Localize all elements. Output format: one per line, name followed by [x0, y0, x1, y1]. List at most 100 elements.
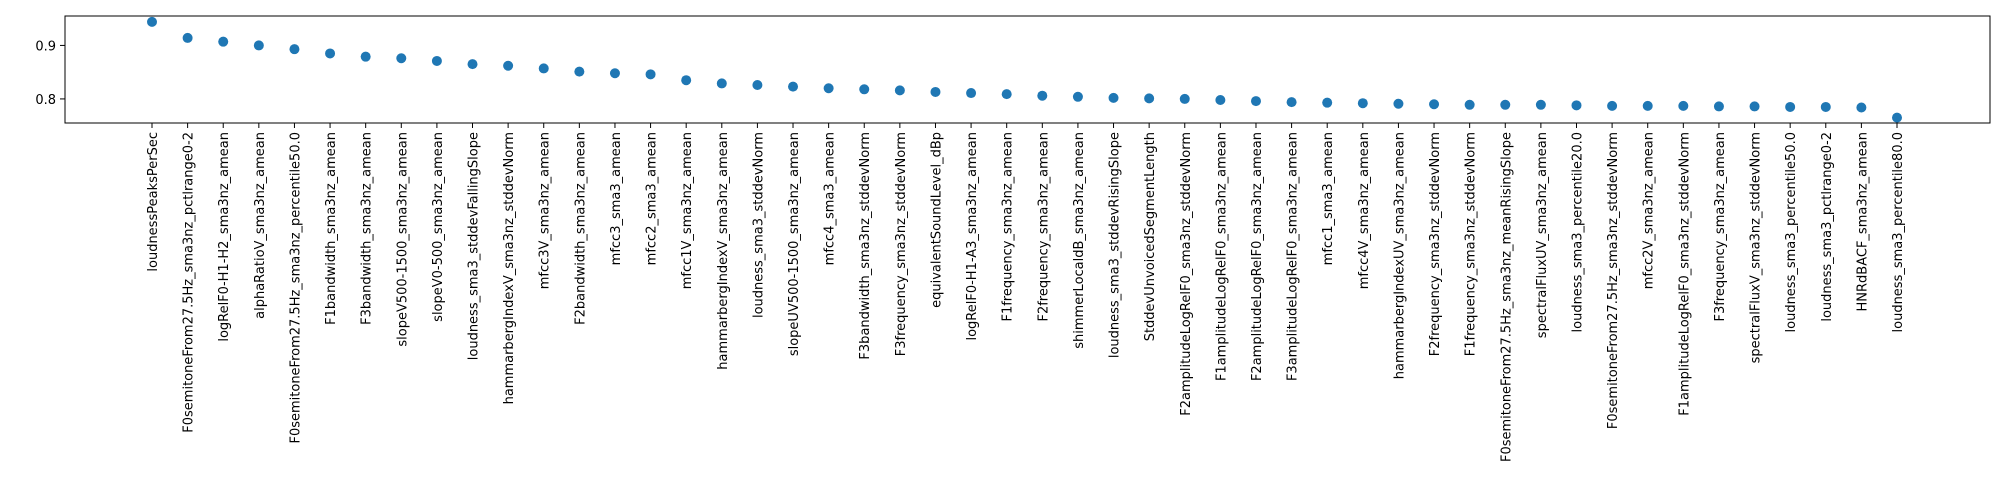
x-tick-label: F2amplitudeLogRelF0_sma3nz_amean [1250, 132, 1265, 381]
x-tick-label: F2frequency_sma3nz_amean [1036, 132, 1051, 322]
x-tick-label: loudnessPeaksPerSec [146, 132, 161, 272]
x-tick-label: hammarbergIndexV_sma3nz_stddevNorm [502, 132, 517, 404]
x-tick-label: loudness_sma3_percentile50.0 [1784, 132, 1799, 332]
x-tick-label: F3frequency_sma3nz_stddevNorm [894, 132, 909, 356]
x-tick-label: F0semitoneFrom27.5Hz_sma3nz_pctlrange0-2 [182, 132, 197, 433]
data-point [574, 66, 585, 77]
data-point [1179, 93, 1190, 104]
data-point [1464, 99, 1475, 110]
x-tick-label: mfcc3_sma3_amean [609, 132, 624, 265]
data-point [1357, 98, 1368, 109]
data-point [431, 55, 442, 66]
data-point [752, 80, 763, 91]
data-point [1785, 101, 1796, 112]
data-point [1856, 102, 1867, 113]
data-point [253, 40, 264, 51]
x-tick-label: F3amplitudeLogRelF0_sma3nz_amean [1286, 132, 1301, 381]
x-tick-label: slopeV0-500_sma3nz_amean [431, 132, 446, 322]
data-point [823, 83, 834, 94]
data-point [681, 75, 692, 86]
x-tick-label: F0semitoneFrom27.5Hz_sma3nz_percentile50… [288, 132, 303, 444]
data-point [1500, 99, 1511, 110]
data-point [609, 68, 620, 79]
x-tick-label: F2amplitudeLogRelF0_sma3nz_stddevNorm [1179, 132, 1194, 416]
x-tick-label: loudness_sma3_pctlrange0-2 [1820, 132, 1835, 322]
data-point [1749, 101, 1760, 112]
data-point [1642, 100, 1653, 111]
x-tick-label: F1frequency_sma3nz_amean [1001, 132, 1016, 322]
x-tick-label: slopeV500-1500_sma3nz_amean [395, 132, 410, 347]
x-tick-label: F1bandwidth_sma3nz_amean [324, 132, 339, 325]
data-point [1322, 97, 1333, 108]
x-tick-label: shimmerLocaldB_sma3nz_amean [1072, 132, 1087, 349]
data-point [1393, 98, 1404, 109]
x-tick-label: mfcc3V_sma3nz_amean [538, 132, 553, 289]
x-tick-label: F1frequency_sma3nz_stddevNorm [1464, 132, 1479, 356]
data-point [788, 81, 799, 92]
x-tick-label: F3bandwidth_sma3nz_stddevNorm [858, 132, 873, 360]
x-tick-label: F0semitoneFrom27.5Hz_sma3nz_stddevNorm [1606, 132, 1621, 429]
y-tick-label: 0.9 [35, 39, 56, 54]
data-point [894, 85, 905, 96]
data-point [1678, 100, 1689, 111]
x-tick-label: equivalentSoundLevel_dBp [929, 132, 944, 308]
x-tick-label: mfcc4V_sma3nz_amean [1357, 132, 1372, 289]
data-points [147, 16, 1902, 123]
x-tick-label: loudness_sma3_stddevRisingSlope [1108, 132, 1123, 358]
data-point [930, 86, 941, 97]
data-point [1215, 94, 1226, 105]
data-point [1108, 92, 1119, 103]
x-tick-label: mfcc2_sma3_amean [645, 132, 660, 265]
x-tick-label: StddevUnvoicedSegmentLength [1143, 132, 1158, 341]
x-tick-label: F2bandwidth_sma3nz_amean [573, 132, 588, 325]
x-tick-label: loudness_sma3_stddevFallingSlope [467, 132, 482, 360]
data-point [1250, 96, 1261, 107]
x-tick-label: loudness_sma3_percentile80.0 [1891, 132, 1906, 332]
data-point [1072, 91, 1083, 102]
x-tick-label: F3frequency_sma3nz_amean [1713, 132, 1728, 322]
data-point [1037, 90, 1048, 101]
x-tick-label: mfcc4_sma3_amean [823, 132, 838, 265]
data-point [1286, 97, 1297, 108]
data-point [1820, 101, 1831, 112]
data-point [396, 53, 407, 64]
x-tick-label: alphaRatioV_sma3nz_amean [253, 132, 268, 319]
data-point [467, 59, 478, 70]
data-point [1607, 100, 1618, 111]
x-axis: loudnessPeaksPerSec F0semitoneFrom27.5Hz_… [146, 123, 1906, 462]
data-point [1144, 93, 1155, 104]
axes-frame [64, 15, 1991, 124]
data-point [147, 16, 157, 27]
x-tick-label: slopeUV500-1500_sma3nz_amean [787, 132, 802, 356]
x-tick-label: loudness_sma3_stddevNorm [751, 132, 766, 318]
data-point [716, 78, 727, 89]
y-axis: 0.8 0.9 [35, 39, 65, 108]
x-tick-label: F3bandwidth_sma3nz_amean [360, 132, 375, 325]
data-point [1713, 101, 1724, 112]
x-tick-label: F1amplitudeLogRelF0_sma3nz_amean [1214, 132, 1229, 381]
data-point [182, 32, 193, 43]
data-point [859, 84, 870, 95]
data-point [218, 36, 229, 47]
x-tick-label: logRelF0-H1-H2_sma3nz_amean [217, 132, 232, 342]
x-tick-label: F1amplitudeLogRelF0_sma3nz_stddevNorm [1677, 132, 1692, 416]
data-point [645, 69, 656, 80]
x-tick-label: hammarbergIndexUV_sma3nz_amean [1392, 132, 1407, 379]
data-point [1892, 112, 1902, 123]
data-point [503, 60, 514, 71]
data-point [1571, 100, 1582, 111]
x-tick-label: logRelF0-H1-A3_sma3nz_amean [965, 132, 980, 341]
x-tick-label: F0semitoneFrom27.5Hz_sma3nz_meanRisingSl… [1499, 132, 1514, 462]
x-tick-label: mfcc1V_sma3nz_amean [680, 132, 695, 289]
data-point [1535, 99, 1546, 110]
x-tick-label: F2frequency_sma3nz_stddevNorm [1428, 132, 1443, 356]
data-point [1001, 89, 1012, 100]
x-tick-label: spectralFluxUV_sma3nz_amean [1535, 132, 1550, 338]
x-tick-label: mfcc1_sma3_amean [1321, 132, 1336, 265]
x-tick-label: hammarbergIndexV_sma3nz_amean [716, 132, 731, 370]
data-point [538, 63, 549, 74]
data-point [966, 88, 977, 99]
x-tick-label: HNRdBACF_sma3nz_amean [1855, 132, 1870, 312]
